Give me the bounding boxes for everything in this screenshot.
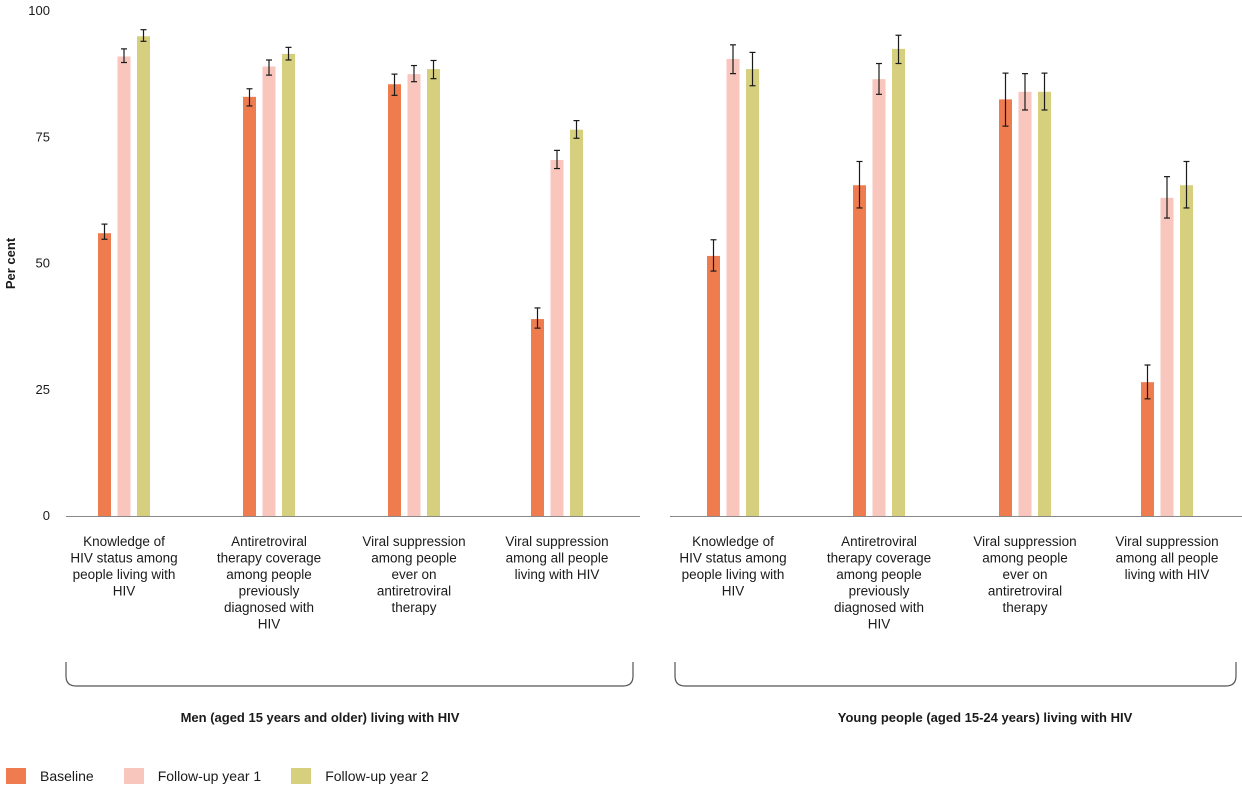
category-label: Viral suppression among people ever on anti… (362, 534, 465, 615)
category-label-line: therapy coverage (827, 551, 931, 566)
bar-follow-up-year-2 (570, 129, 583, 517)
bar-baseline (388, 84, 401, 516)
bar-follow-up-year-2 (1038, 91, 1051, 517)
category-label-line: HIV (722, 584, 745, 599)
bar-follow-up-year-1 (407, 74, 421, 516)
category-label: Viral suppression among all people living … (505, 534, 608, 582)
category-label-line: Knowledge of (83, 534, 165, 549)
category-label-line: Viral suppression (973, 534, 1076, 549)
bar-baseline (1141, 382, 1154, 516)
category-label-line: HIV status among (70, 551, 177, 566)
bar-follow-up-year-1 (1018, 91, 1032, 517)
bar-follow-up-year-2 (137, 36, 150, 516)
bar-follow-up-year-2 (282, 53, 295, 517)
bar-baseline (98, 233, 111, 516)
legend-label-follow-up-year-2: Follow-up year 2 (325, 768, 429, 784)
legend-label-baseline: Baseline (40, 768, 94, 784)
category-label-line: HIV (113, 584, 136, 599)
category-label-line: antiretroviral (377, 584, 451, 599)
category-label-line: Knowledge of (692, 534, 774, 549)
category-label: Knowledge of HIV status among people livin… (679, 534, 786, 599)
bar-baseline (999, 99, 1012, 516)
bar-follow-up-year-2 (1180, 185, 1193, 516)
category-label-line: Viral suppression (505, 534, 608, 549)
legend-swatch-follow-up-year-1 (123, 768, 144, 784)
category-label-line: ever on (391, 567, 436, 582)
y-tick-label: 50 (36, 256, 50, 271)
category-label-line: ever on (1002, 567, 1047, 582)
legend-swatch-baseline (6, 768, 26, 784)
category-label-line: people living with (73, 567, 176, 582)
bar-follow-up-year-1 (872, 79, 886, 517)
category-label-line: among people (836, 567, 922, 582)
y-axis-title: Per cent (3, 237, 18, 289)
group-label: Men (aged 15 years and older) living wit… (181, 710, 460, 725)
category-label-line: previously (849, 584, 910, 599)
y-tick-label: 100 (28, 3, 50, 18)
category-label-line: Viral suppression (362, 534, 465, 549)
category-label-line: Antiretroviral (841, 534, 917, 549)
bar-follow-up-year-1 (1160, 197, 1174, 516)
legend: Baseline Follow-up year 1 Follow-up year… (6, 768, 459, 784)
bar-follow-up-year-2 (892, 48, 905, 516)
bar-baseline (707, 255, 720, 517)
legend-item-follow-up-year-1: Follow-up year 1 (123, 768, 262, 784)
category-label: Viral suppression among people ever on anti… (973, 534, 1076, 615)
group-bracket (674, 662, 1237, 687)
bar-follow-up-year-2 (746, 69, 759, 516)
y-tick-label: 25 (36, 382, 50, 397)
category-label-line: previously (239, 584, 300, 599)
category-label-line: therapy (391, 600, 436, 615)
group-bracket (65, 662, 634, 687)
bar-follow-up-year-1 (726, 58, 740, 516)
category-label-line: diagnosed with (224, 600, 314, 615)
category-label-line: among all people (1116, 551, 1219, 566)
bar-follow-up-year-1 (117, 56, 131, 516)
category-label-line: therapy coverage (217, 551, 321, 566)
category-label-line: Viral suppression (1115, 534, 1218, 549)
category-label: Antiretroviral therapy coverage among peop… (827, 534, 931, 632)
legend-swatch-follow-up-year-2 (291, 768, 312, 784)
legend-item-follow-up-year-2: Follow-up year 2 (291, 768, 429, 784)
category-label-line: among people (371, 551, 457, 566)
category-label-line: diagnosed with (834, 600, 924, 615)
bar-follow-up-year-1 (262, 66, 276, 517)
category-label-line: among people (226, 567, 312, 582)
bar-baseline (853, 185, 866, 516)
category-label-line: HIV (258, 617, 281, 632)
category-label-line: living with HIV (1125, 567, 1210, 582)
category-label-line: among people (982, 551, 1068, 566)
category-label: Viral suppression among all people living … (1115, 534, 1218, 582)
category-label-line: therapy (1002, 600, 1047, 615)
legend-item-baseline: Baseline (6, 768, 94, 784)
bar-baseline (243, 96, 256, 516)
category-label-line: living with HIV (515, 567, 600, 582)
bar-baseline (531, 319, 544, 516)
category-label-line: HIV (868, 617, 891, 632)
group-label: Young people (aged 15-24 years) living w… (838, 710, 1133, 725)
bar-follow-up-year-1 (550, 159, 564, 516)
category-label-line: HIV status among (679, 551, 786, 566)
legend-label-follow-up-year-1: Follow-up year 1 (157, 768, 262, 784)
category-label-line: Antiretroviral (231, 534, 307, 549)
y-tick-label: 75 (36, 129, 50, 144)
category-label: Antiretroviral therapy coverage among peop… (217, 534, 321, 632)
bar-follow-up-year-2 (427, 69, 440, 516)
category-label-line: people living with (682, 567, 785, 582)
category-label-line: antiretroviral (988, 584, 1062, 599)
category-label: Knowledge of HIV status among people livin… (70, 534, 177, 599)
category-label-line: among all people (506, 551, 609, 566)
y-tick-label: 0 (43, 508, 50, 523)
